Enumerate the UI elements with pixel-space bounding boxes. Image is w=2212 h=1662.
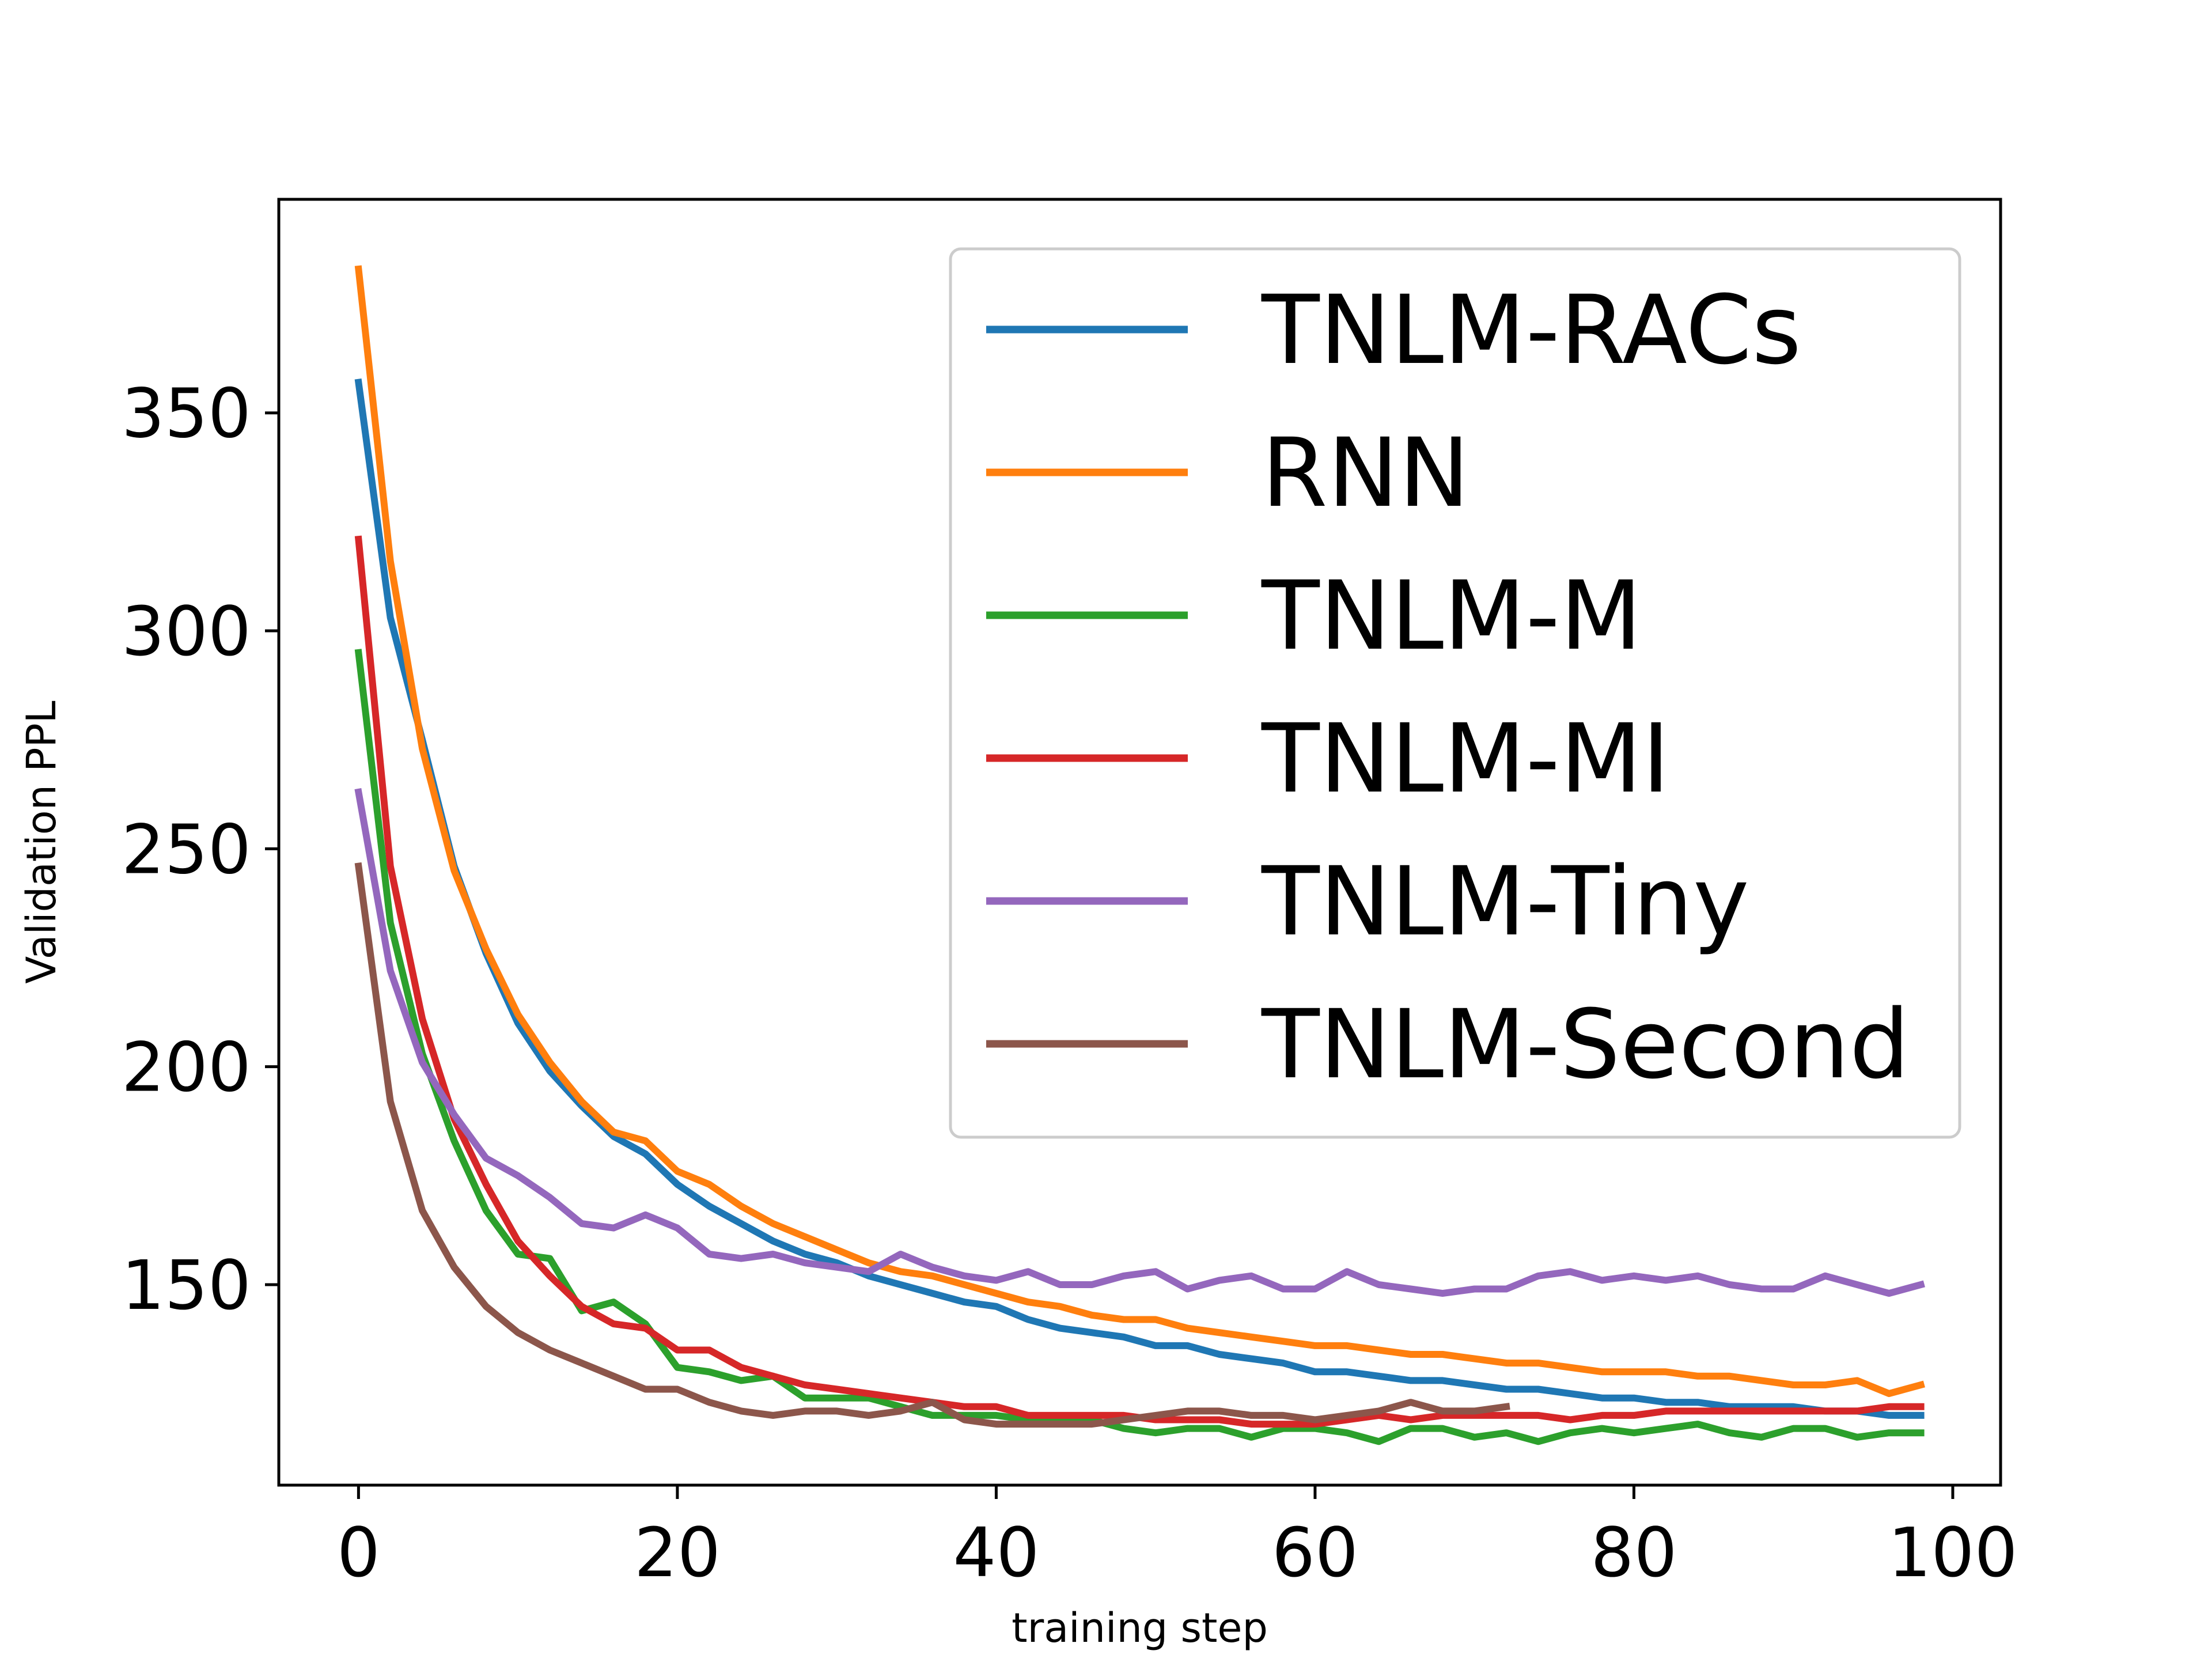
y-tick-label: 250 xyxy=(122,809,251,889)
legend-label-1: RNN xyxy=(1262,418,1470,528)
y-tick-label: 150 xyxy=(122,1245,251,1325)
x-tick-label: 20 xyxy=(634,1513,721,1592)
legend-box xyxy=(949,247,1961,1139)
series-line-4 xyxy=(354,788,1925,1297)
x-tick-label: 60 xyxy=(1272,1513,1358,1592)
y-tick-label: 350 xyxy=(122,374,251,453)
legend-label-0: TNLM-RACs xyxy=(1261,275,1801,385)
series-line-2 xyxy=(354,649,1925,1445)
legend-label-5: TNLM-Second xyxy=(1261,989,1910,1100)
legend-label-2: TNLM-M xyxy=(1261,561,1642,671)
x-tick-label: 80 xyxy=(1590,1513,1677,1592)
legend-label-4: TNLM-Tiny xyxy=(1261,846,1749,957)
legend-label-3: TNLM-MI xyxy=(1261,703,1670,814)
series-line-1 xyxy=(354,265,1925,1398)
series-line-5 xyxy=(354,862,1510,1428)
series-line-0 xyxy=(354,378,1925,1419)
plot-frame xyxy=(277,198,2002,1487)
y-tick-label: 200 xyxy=(122,1028,251,1107)
y-axis-label: Validation PPL xyxy=(18,701,65,983)
series-layer xyxy=(354,265,1925,1445)
x-tick-label: 40 xyxy=(953,1513,1039,1592)
x-tick-label: 100 xyxy=(1888,1513,2017,1592)
x-tick-label: 0 xyxy=(337,1513,380,1592)
tick-layer: 0 20 40 60 80 100 150 200 250 300 350 xyxy=(122,374,2018,1592)
y-tick-label: 300 xyxy=(122,592,251,671)
x-axis-label: training step xyxy=(1012,1604,1268,1652)
legend: TNLM-RACs RNN TNLM-M TNLM-MI TNLM-Tiny TNLM-S… xyxy=(949,247,1961,1139)
